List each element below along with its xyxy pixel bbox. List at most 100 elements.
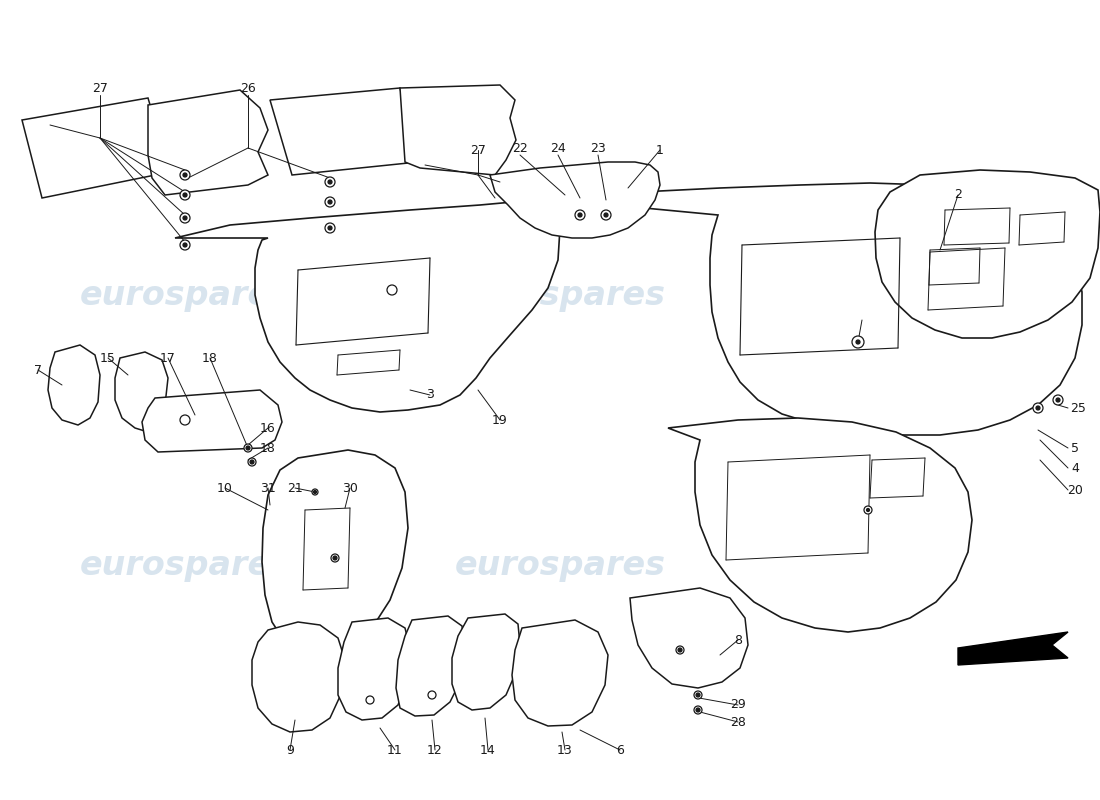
Circle shape [387,285,397,295]
Text: 28: 28 [730,715,746,729]
Text: 15: 15 [100,351,116,365]
Circle shape [694,691,702,699]
Polygon shape [142,390,282,452]
Circle shape [428,691,436,699]
Circle shape [694,706,702,714]
Circle shape [328,180,332,184]
Polygon shape [262,450,408,658]
Circle shape [183,193,187,197]
Circle shape [696,693,700,697]
Text: 3: 3 [426,389,433,402]
Circle shape [244,444,252,452]
Circle shape [180,213,190,223]
Text: 6: 6 [616,743,624,757]
Circle shape [1053,395,1063,405]
Circle shape [864,506,872,514]
Polygon shape [338,618,410,720]
Text: 14: 14 [480,743,496,757]
Circle shape [676,646,684,654]
Text: eurospares: eurospares [79,549,290,582]
Polygon shape [452,614,520,710]
Circle shape [601,210,610,220]
Text: 20: 20 [1067,483,1082,497]
Text: 30: 30 [342,482,358,494]
Circle shape [180,170,190,180]
Polygon shape [874,170,1100,338]
Circle shape [852,336,864,348]
Circle shape [867,509,869,511]
Circle shape [180,415,190,425]
Circle shape [248,458,256,466]
Polygon shape [396,616,465,716]
Circle shape [324,177,336,187]
Polygon shape [148,90,268,195]
Circle shape [1056,398,1060,402]
Circle shape [696,708,700,712]
Polygon shape [48,345,100,425]
Polygon shape [630,588,748,688]
Circle shape [328,200,332,204]
Text: 1: 1 [656,143,664,157]
Text: 22: 22 [513,142,528,154]
Polygon shape [400,85,516,175]
Circle shape [575,210,585,220]
Circle shape [324,223,336,233]
Text: 18: 18 [202,351,218,365]
Circle shape [578,213,582,217]
Text: 21: 21 [287,482,303,494]
Circle shape [366,696,374,704]
Polygon shape [175,200,560,412]
Circle shape [250,460,254,464]
Polygon shape [22,98,170,198]
Circle shape [604,213,608,217]
Text: 2: 2 [954,189,961,202]
Text: eurospares: eurospares [454,278,666,311]
Text: 23: 23 [590,142,606,154]
Circle shape [1036,406,1040,410]
Polygon shape [560,183,1082,435]
Circle shape [333,556,337,560]
Text: 27: 27 [470,143,486,157]
Text: 12: 12 [427,743,443,757]
Text: 13: 13 [557,743,573,757]
Circle shape [1033,403,1043,413]
Circle shape [183,173,187,177]
Text: 16: 16 [260,422,276,434]
Circle shape [180,190,190,200]
Text: eurospares: eurospares [79,278,290,311]
Polygon shape [252,622,345,732]
Text: 19: 19 [492,414,508,426]
Text: eurospares: eurospares [454,549,666,582]
Text: 24: 24 [550,142,565,154]
Text: 17: 17 [161,351,176,365]
Polygon shape [490,162,660,238]
Circle shape [678,648,682,652]
Polygon shape [270,88,418,175]
Text: 10: 10 [217,482,233,494]
Text: 25: 25 [1070,402,1086,414]
Text: 26: 26 [240,82,256,94]
Text: 18: 18 [260,442,276,454]
Circle shape [314,490,317,494]
Circle shape [331,554,339,562]
Text: 27: 27 [92,82,108,94]
Polygon shape [668,418,972,632]
Text: 8: 8 [734,634,742,646]
Circle shape [183,216,187,220]
Text: 9: 9 [286,743,294,757]
Text: 7: 7 [34,363,42,377]
Circle shape [856,340,860,344]
Circle shape [180,240,190,250]
Polygon shape [116,352,168,432]
Circle shape [328,226,332,230]
Text: 5: 5 [1071,442,1079,454]
Circle shape [246,446,250,450]
Circle shape [183,243,187,247]
Circle shape [312,489,318,495]
Circle shape [324,197,336,207]
Polygon shape [512,620,608,726]
Polygon shape [958,632,1068,665]
Text: 31: 31 [260,482,276,494]
Text: 29: 29 [730,698,746,711]
Text: 11: 11 [387,743,403,757]
